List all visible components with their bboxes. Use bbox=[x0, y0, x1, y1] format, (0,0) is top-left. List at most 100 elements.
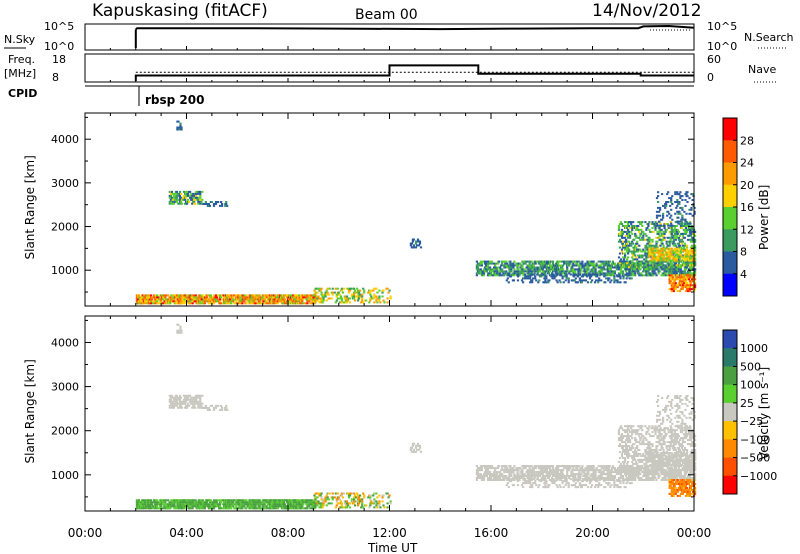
heatmap-cell bbox=[670, 234, 673, 237]
heatmap-cell bbox=[621, 240, 625, 243]
heatmap-cell bbox=[574, 477, 577, 479]
heatmap-cell bbox=[694, 247, 697, 250]
heatmap-cell bbox=[503, 274, 506, 277]
heatmap-cell bbox=[510, 268, 513, 271]
heatmap-cell bbox=[182, 190, 186, 193]
heatmap-cell bbox=[663, 249, 666, 252]
heatmap-cell bbox=[490, 272, 493, 275]
heatmap-cell bbox=[178, 329, 181, 332]
heatmap-cell bbox=[386, 297, 389, 300]
heatmap-cell bbox=[179, 196, 183, 199]
heatmap-cell bbox=[544, 281, 547, 284]
heatmap-cell bbox=[494, 264, 497, 267]
heatmap-cell bbox=[325, 299, 328, 302]
heatmap-cell bbox=[486, 469, 490, 472]
heatmap-cell bbox=[625, 234, 628, 237]
heatmap-cell bbox=[694, 234, 697, 237]
heatmap-cell bbox=[666, 266, 669, 269]
heatmap-cell bbox=[600, 273, 603, 276]
heatmap-cell bbox=[692, 257, 695, 260]
heatmap-cell bbox=[677, 220, 680, 223]
heatmap-cell bbox=[203, 507, 206, 510]
heatmap-cell bbox=[167, 298, 170, 301]
heatmap-cell bbox=[305, 296, 308, 299]
heatmap-cell bbox=[179, 327, 182, 330]
heatmap-cell bbox=[693, 210, 696, 213]
heatmap-cell bbox=[652, 266, 655, 269]
heatmap-cell bbox=[654, 255, 657, 258]
heatmap-cell bbox=[200, 298, 203, 301]
heatmap-cell bbox=[616, 275, 619, 278]
heatmap-cell bbox=[353, 496, 356, 499]
heatmap-cell bbox=[680, 242, 683, 245]
heatmap-cell bbox=[622, 275, 625, 278]
heatmap-cell bbox=[170, 400, 173, 403]
heatmap-cell bbox=[551, 465, 555, 468]
heatmap-cell bbox=[668, 274, 671, 277]
heatmap-cell bbox=[310, 499, 313, 502]
heatmap-cell bbox=[682, 276, 685, 279]
heatmap-cell bbox=[674, 212, 677, 215]
heatmap-cell bbox=[633, 248, 636, 251]
heatmap-cell bbox=[580, 268, 583, 271]
heatmap-cell bbox=[290, 294, 293, 297]
heatmap-cell bbox=[333, 291, 336, 294]
heatmap-cell bbox=[220, 404, 223, 407]
heatmap-cell bbox=[173, 404, 176, 407]
heatmap-cell bbox=[671, 242, 674, 245]
heatmap-cell bbox=[313, 501, 316, 504]
heatmap-cell bbox=[501, 268, 504, 271]
heatmap-cell bbox=[157, 296, 160, 299]
heatmap-cell bbox=[493, 467, 496, 470]
heatmap-cell bbox=[660, 224, 663, 227]
heatmap-cell bbox=[678, 238, 681, 241]
heatmap-cell bbox=[363, 289, 366, 292]
heatmap-cell bbox=[665, 203, 668, 205]
heatmap-cell bbox=[562, 473, 565, 476]
heatmap-cell bbox=[645, 234, 648, 237]
heatmap-cell bbox=[220, 507, 223, 510]
heatmap-cell bbox=[656, 264, 659, 267]
heatmap-cell bbox=[651, 223, 654, 225]
heatmap-cell bbox=[232, 503, 235, 506]
heatmap-cell bbox=[683, 242, 686, 245]
heatmap-cell bbox=[549, 473, 553, 476]
heatmap-cell bbox=[320, 496, 323, 499]
heatmap-cell bbox=[359, 500, 362, 503]
heatmap-cell bbox=[676, 266, 679, 269]
heatmap-cell bbox=[598, 479, 601, 481]
heatmap-cell bbox=[320, 498, 323, 501]
heatmap-cell bbox=[568, 475, 571, 477]
heatmap-cell bbox=[531, 281, 534, 284]
heatmap-cell bbox=[658, 220, 661, 223]
heatmap-cell bbox=[253, 296, 256, 299]
heatmap-cell bbox=[630, 270, 633, 273]
heatmap-cell bbox=[553, 277, 556, 280]
heatmap-cell bbox=[603, 260, 606, 263]
heatmap-cell bbox=[346, 287, 350, 290]
heatmap-cell bbox=[265, 505, 268, 508]
heatmap-cell bbox=[649, 238, 652, 241]
heatmap-cell bbox=[624, 281, 627, 284]
heatmap-cell bbox=[679, 249, 682, 252]
heatmap-cell bbox=[214, 503, 218, 506]
heatmap-cell bbox=[659, 214, 662, 217]
heatmap-cell bbox=[299, 298, 302, 301]
heatmap-cell bbox=[523, 473, 526, 476]
heatmap-cell bbox=[684, 259, 688, 262]
heatmap-cell bbox=[686, 286, 690, 289]
heatmap-cell bbox=[541, 264, 544, 267]
heatmap-cell bbox=[683, 284, 686, 287]
heatmap-cell bbox=[550, 275, 553, 278]
heatmap-cell bbox=[239, 499, 242, 502]
heatmap-cell bbox=[518, 274, 521, 277]
heatmap-cell bbox=[182, 501, 185, 504]
heatmap-cell bbox=[475, 260, 478, 263]
heatmap-cell bbox=[543, 272, 546, 275]
heatmap-cell bbox=[499, 266, 502, 269]
heatmap-cell bbox=[196, 192, 199, 195]
heatmap-cell bbox=[561, 270, 564, 273]
heatmap-cell bbox=[199, 394, 202, 397]
heatmap-cell bbox=[691, 278, 694, 281]
heatmap-cell bbox=[627, 264, 630, 267]
